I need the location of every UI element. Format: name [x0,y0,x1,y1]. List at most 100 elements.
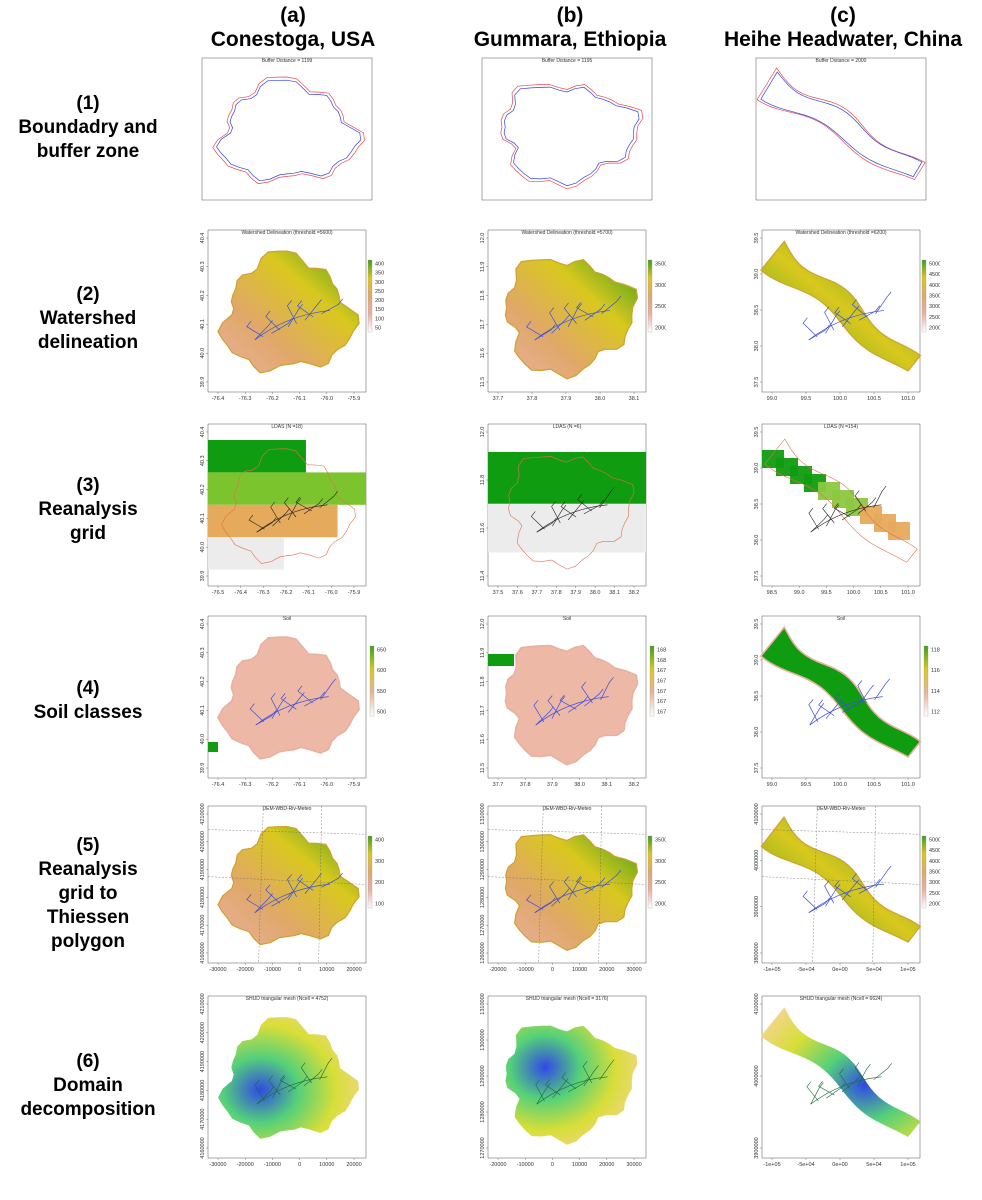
x-tick-label: 37.7 [531,590,542,596]
plot-frame [481,57,653,201]
legend-label: 250 [375,289,384,295]
legend-label: 16820 [657,648,666,654]
plot-frame [207,995,367,1159]
y-tick-label: 39.0 [754,269,760,280]
legend-label: 2000 [655,902,666,908]
y-tick-label: 37.5 [754,763,760,774]
legend-label: 3500 [929,294,940,300]
x-tick-label: 37.6 [512,590,523,596]
x-tick-label: 20000 [599,967,614,973]
terrain-surface [760,816,922,943]
legend-label: 2500 [929,891,940,897]
x-tick-label: 38.2 [629,782,640,788]
terrain-surface [217,825,360,946]
buffer-outline [212,76,365,185]
y-tick-label: 39.9 [200,571,206,582]
legend-label: 6500 [377,648,386,654]
soil-class-patch [208,742,218,752]
panel-title: SHUD triangular mesh (Ncell = 6624) [800,996,883,1002]
map-panel-r4-b: Soil 16820 16800 16780 16760 16740 16720 16700 3… [466,610,666,800]
x-tick-label: -75.9 [348,396,361,402]
y-tick-label: 39.0 [754,655,760,666]
map-panel-r5-c: DEM-WBD-Riv-Meteo 5000 4500 4000 3500 3000 250… [740,800,940,985]
legend-label: 11800 [931,648,940,654]
map-panel-r1-b: Buffer Distance = 1195 [466,52,666,212]
map-panel-r3-a: LDAS (N =18) -76.5 -76.4 -76.3 -76.2 -76.1 -76… [186,418,386,608]
elevation-legend: 3500 3000 2500 2000 [647,835,666,909]
x-tick-label: -76.0 [325,590,338,596]
row-line: Reanalysis [38,499,138,520]
y-tick-label: 11.9 [480,648,486,658]
x-tick-label: -30000 [209,967,226,973]
map-panel-r6-a: SHUD triangular mesh (Ncell = 4752) -3000… [186,990,386,1180]
plot-frame [487,995,647,1159]
river-network [808,678,890,726]
x-tick-label: -20000 [237,967,254,973]
y-tick-label: 11.7 [480,705,486,715]
buffer-outline [756,67,926,180]
legend-label: 16740 [657,689,666,695]
x-tick-label: -76.1 [302,590,315,596]
map-panel-r3-b: LDAS (N =6) 37.5 37.6 37.7 37.8 37.9 38.0 38.1 3… [466,418,666,608]
map-panel-r1-a: Buffer Distance = 1199 [186,52,386,212]
river-network [535,1059,615,1105]
x-tick-label: 5e+04 [866,1162,881,1168]
y-tick-label: 1270000 [480,914,486,935]
elevation-legend: 3500 3000 2500 2000 [647,259,666,333]
plot-frame [761,615,921,779]
map-panel-r3-c: LDAS (N =154) 98.5 99.0 99.5 100.0 100.5 101.0… [740,418,940,608]
y-tick-label: 40.3 [200,261,206,272]
boundary-outline [760,71,923,178]
river-network [246,298,343,341]
y-tick-label: 1260000 [480,942,486,963]
x-tick-label: -76.3 [239,782,252,788]
y-tick-label: 1310000 [480,803,486,824]
y-tick-label: 11.6 [480,348,486,358]
panel-title: SHUD triangular mesh (Ncell = 3176) [526,996,609,1002]
y-tick-label: 1280000 [480,1101,486,1122]
x-tick-label: 10000 [319,967,334,973]
y-tick-label: 38.5 [754,305,760,316]
y-tick-label: 11.4 [480,571,486,581]
y-tick-label: 1270000 [480,1137,486,1158]
panel-title: Buffer Distance = 2000 [816,58,867,64]
row-label-3: (3) Reanalysis grid [0,474,176,546]
x-tick-label: 1e+05 [900,967,915,973]
legend-label: 4500 [929,848,940,854]
y-tick-label: 4190000 [200,1051,206,1072]
y-tick-label: 11.8 [480,475,486,485]
x-tick-label: -5e+04 [797,967,814,973]
x-tick-label: 99.5 [801,396,812,402]
legend-label: 400 [375,262,384,268]
y-tick-label: 11.6 [480,523,486,533]
panel-title: Watershed Delineation (threshold =5600) [241,230,332,236]
x-tick-label: -10000 [517,1162,534,1168]
plot-frame [755,57,927,201]
y-tick-label: 3800000 [754,942,760,963]
legend-label: 200 [375,298,384,304]
terrain-surface [217,250,360,374]
y-tick-label: 11.6 [480,734,486,744]
legend-label: 16720 [657,699,666,705]
y-tick-label: 40.1 [200,319,206,330]
legend-label: 2000 [929,326,940,332]
soil-class-area [759,625,922,759]
row-line: decomposition [20,1099,156,1120]
x-tick-label: 99.0 [767,396,778,402]
legend-label: 2500 [655,880,666,886]
y-tick-label: 1300000 [480,831,486,852]
panel-title: Watershed Delineation (threshold =5700) [521,230,612,236]
map-panel-r5-a: DEM-WBD-Riv-Meteo 400 300 200 100 -30000 -2000… [186,800,386,985]
y-tick-label: 39.5 [754,619,760,630]
row-label-1: (1) Boundadry and buffer zone [0,92,176,164]
map-panel-r2-c: Watershed Delineation (threshold =6200) 5… [740,224,940,414]
boundary-outline [503,86,640,187]
legend-label: 200 [375,880,384,886]
panel-title: Buffer Distance = 1199 [262,58,313,64]
river-network [526,295,622,341]
plot-frame [761,995,921,1159]
panel-title: Soil [837,616,845,622]
y-tick-label: 38.5 [754,691,760,702]
terrain-surface [760,240,922,372]
plot-frame [487,229,647,393]
